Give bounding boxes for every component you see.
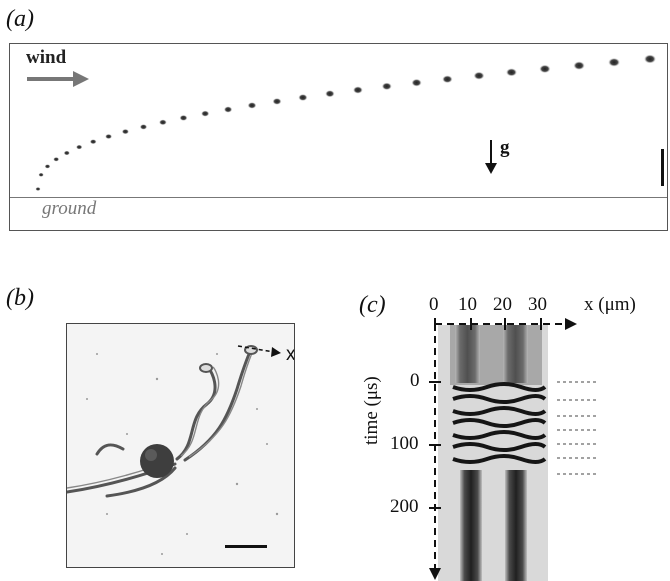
droplet-marker (573, 61, 585, 70)
droplet-marker (121, 129, 129, 135)
y-tick-0: 0 (410, 370, 420, 391)
droplet-marker (411, 78, 422, 87)
panel-a-label: (a) (6, 6, 34, 32)
droplet-marker (53, 157, 60, 162)
oscillation-band (452, 442, 547, 452)
droplet-marker (298, 94, 308, 101)
kymograph (429, 318, 597, 581)
x-tick-10: 10 (458, 294, 477, 315)
oscillation-band (452, 430, 547, 440)
droplet-marker (201, 110, 210, 117)
wind-arrow-icon (27, 71, 89, 87)
oscillation-band (452, 382, 547, 392)
droplet-marker (159, 119, 167, 126)
droplet-marker (224, 106, 233, 113)
droplet-marker (76, 144, 83, 150)
gravity-arrow-icon (485, 140, 497, 174)
droplet-marker (325, 90, 335, 98)
droplet-marker (506, 68, 517, 77)
droplet-marker (473, 71, 485, 80)
y-tick-100: 100 (390, 433, 419, 454)
scale-bar (225, 545, 267, 548)
ground-label: ground (42, 198, 97, 219)
droplet-marker (442, 75, 453, 83)
droplet-marker (179, 115, 188, 121)
oscillation-band (452, 406, 547, 416)
x-axis-label: x (μm) (584, 294, 636, 315)
panel-b: x (66, 323, 295, 568)
x-tick-0: 0 (429, 294, 439, 315)
droplet-marker (44, 164, 51, 169)
droplet-marker (35, 187, 41, 191)
oscillation-band (452, 454, 547, 464)
oscillation-band (452, 418, 547, 428)
panel-b-label: (b) (6, 285, 34, 311)
ground-line (10, 197, 667, 198)
droplet-marker (139, 124, 148, 130)
droplet-marker (608, 58, 620, 67)
x-axis-marker: x (286, 344, 295, 365)
panel-c-label: (c) (359, 292, 386, 318)
droplet-marker (38, 172, 44, 177)
droplet-marker (247, 102, 257, 109)
x-tick-20: 20 (493, 294, 512, 315)
panel-a: wind g ground (9, 43, 668, 231)
x-tick-30: 30 (528, 294, 547, 315)
gravity-label: g (500, 137, 510, 158)
droplet-marker (381, 82, 392, 90)
y-tick-200: 200 (390, 496, 419, 517)
droplet-marker (105, 134, 112, 139)
micrograph (67, 345, 281, 555)
droplet-marker (89, 139, 97, 145)
droplet-marker (539, 64, 551, 73)
trajectory (35, 54, 656, 191)
droplet-marker (353, 86, 363, 94)
y-axis-label: time (μs) (361, 376, 382, 445)
wind-label: wind (26, 47, 67, 68)
droplet-marker (644, 54, 656, 64)
droplet-marker (63, 150, 70, 156)
droplet-marker (272, 98, 282, 105)
scale-bar (661, 149, 664, 186)
oscillation-band (452, 394, 547, 404)
panel-c: (c) (355, 290, 670, 581)
